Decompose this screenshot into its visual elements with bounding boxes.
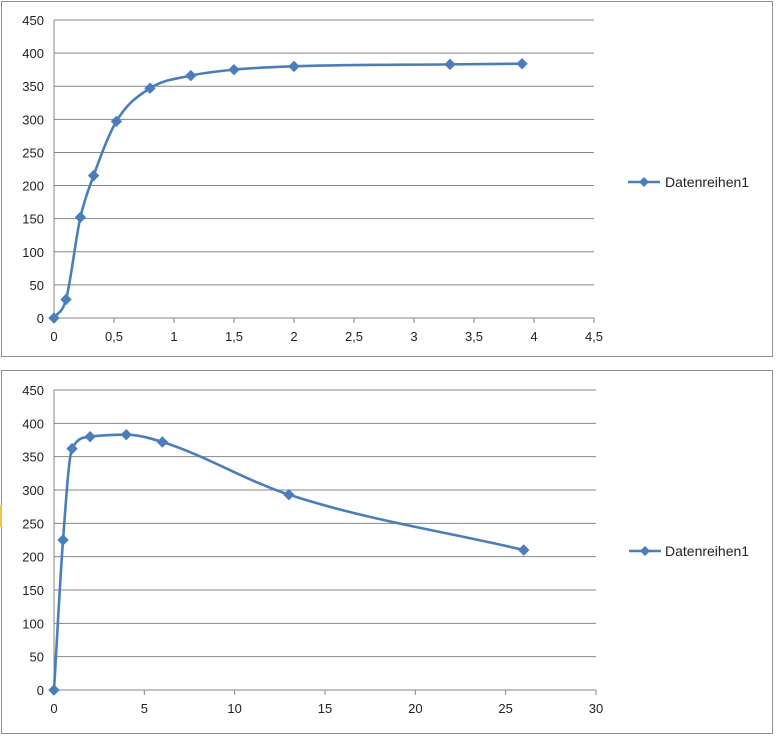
chart-2-y-tick-label: 0 [37,683,44,698]
chart-1-data-point [110,115,123,128]
chart-1-x-tick-label: 0 [50,329,57,344]
chart-1-x-tick-label: 3 [410,329,417,344]
chart-2-legend-marker [640,546,650,556]
chart-2-x-tick-label: 10 [227,701,241,716]
chart-1-series-line [52,62,524,320]
chart-2-data-point [120,428,132,441]
chart-2-y-tick-label: 450 [22,383,44,398]
chart-1-x-tick-label: 0,5 [105,329,123,344]
chart-2-legend-label: Datenreihen1 [665,543,749,559]
chart-1-plot: 0 50 100 150 200 250 300 350 400 450 0 0,5 1 1,5 2 2,5 3… [22,13,749,344]
chart-1-y-tick-label: 250 [22,145,44,160]
chart-2-y-tick-label: 200 [22,550,44,565]
chart-2-y-tick-label: 150 [22,583,44,598]
chart-1-y-tick-label: 350 [22,79,44,94]
chart-2-y-tick-label: 350 [22,450,44,465]
chart-1-x-tick-label: 3,5 [465,329,483,344]
chart-1-data-point [87,169,100,182]
chart-1-data-point [48,312,60,324]
chart-1-data-point [74,211,87,224]
chart-1-y-tick-label: 0 [37,311,44,326]
chart-2-data-point [283,488,295,501]
chart-2-data-point [48,684,60,696]
chart-2-data-point [66,442,78,455]
chart-1-x-tick-label: 1,5 [225,329,243,344]
chart-1-y-tick-label: 450 [22,13,44,28]
chart-1-y-tick-label: 200 [22,179,44,194]
chart-2-x-tick-label: 25 [498,701,512,716]
chart-2-data-point [84,430,96,443]
chart-2-y-tick-label: 50 [30,650,44,665]
chart-2-data-point [518,544,530,556]
chart-2-x-tick-label: 15 [318,701,332,716]
chart-1-y-tick-label: 50 [30,278,44,293]
chart-2-area[interactable]: 0 50 100 150 200 250 300 350 400 450 0 5 10 15 20 25 30 D… [1,370,773,734]
chart-1-data-point [60,293,72,306]
chart-2-plot: 0 50 100 150 200 250 300 350 400 450 0 5 10 15 20 25 30 D… [22,383,749,716]
chart-1-x-tick-label: 4,5 [585,329,603,344]
chart-1-x-tick-label: 1 [170,329,177,344]
chart-1-y-tick-label: 100 [22,245,44,260]
chart-1-y-tick-label: 300 [22,112,44,127]
chart-1-y-tick-label: 150 [22,212,44,227]
chart-1-x-tick-label: 2 [290,329,297,344]
chart-1-legend-label: Datenreihen1 [665,174,749,190]
chart-1-x-tick-label: 4 [530,329,537,344]
chart-2-x-tick-label: 5 [141,701,148,716]
chart-1-x-tick-label: 2,5 [345,329,363,344]
chart-1-legend-marker [639,177,649,187]
chart-2-y-tick-label: 250 [22,516,44,531]
chart-2-data-point [57,534,69,546]
chart-2-x-tick-label: 20 [408,701,422,716]
chart-1-data-point [444,58,456,71]
chart-1-area[interactable]: 0 50 100 150 200 250 300 350 400 450 0 0,5 1 1,5 2 2,5 3… [1,1,773,357]
chart-2-y-tick-label: 100 [22,616,44,631]
chart-2-y-tick-label: 400 [22,416,44,431]
chart-1-data-point [516,57,528,70]
chart-2-x-tick-label: 0 [50,701,57,716]
chart-2-x-tick-label: 30 [589,701,603,716]
chart-2-data-point [156,436,169,448]
chart-1-data-point [228,63,240,76]
selection-edge-marker [0,505,2,527]
chart-1-data-point [288,60,300,73]
chart-1-y-tick-label: 400 [22,46,44,61]
chart-1-data-point [185,69,197,82]
chart-2-series-line [52,433,526,692]
chart-1-data-point [144,82,156,94]
chart-2-y-tick-label: 300 [22,483,44,498]
